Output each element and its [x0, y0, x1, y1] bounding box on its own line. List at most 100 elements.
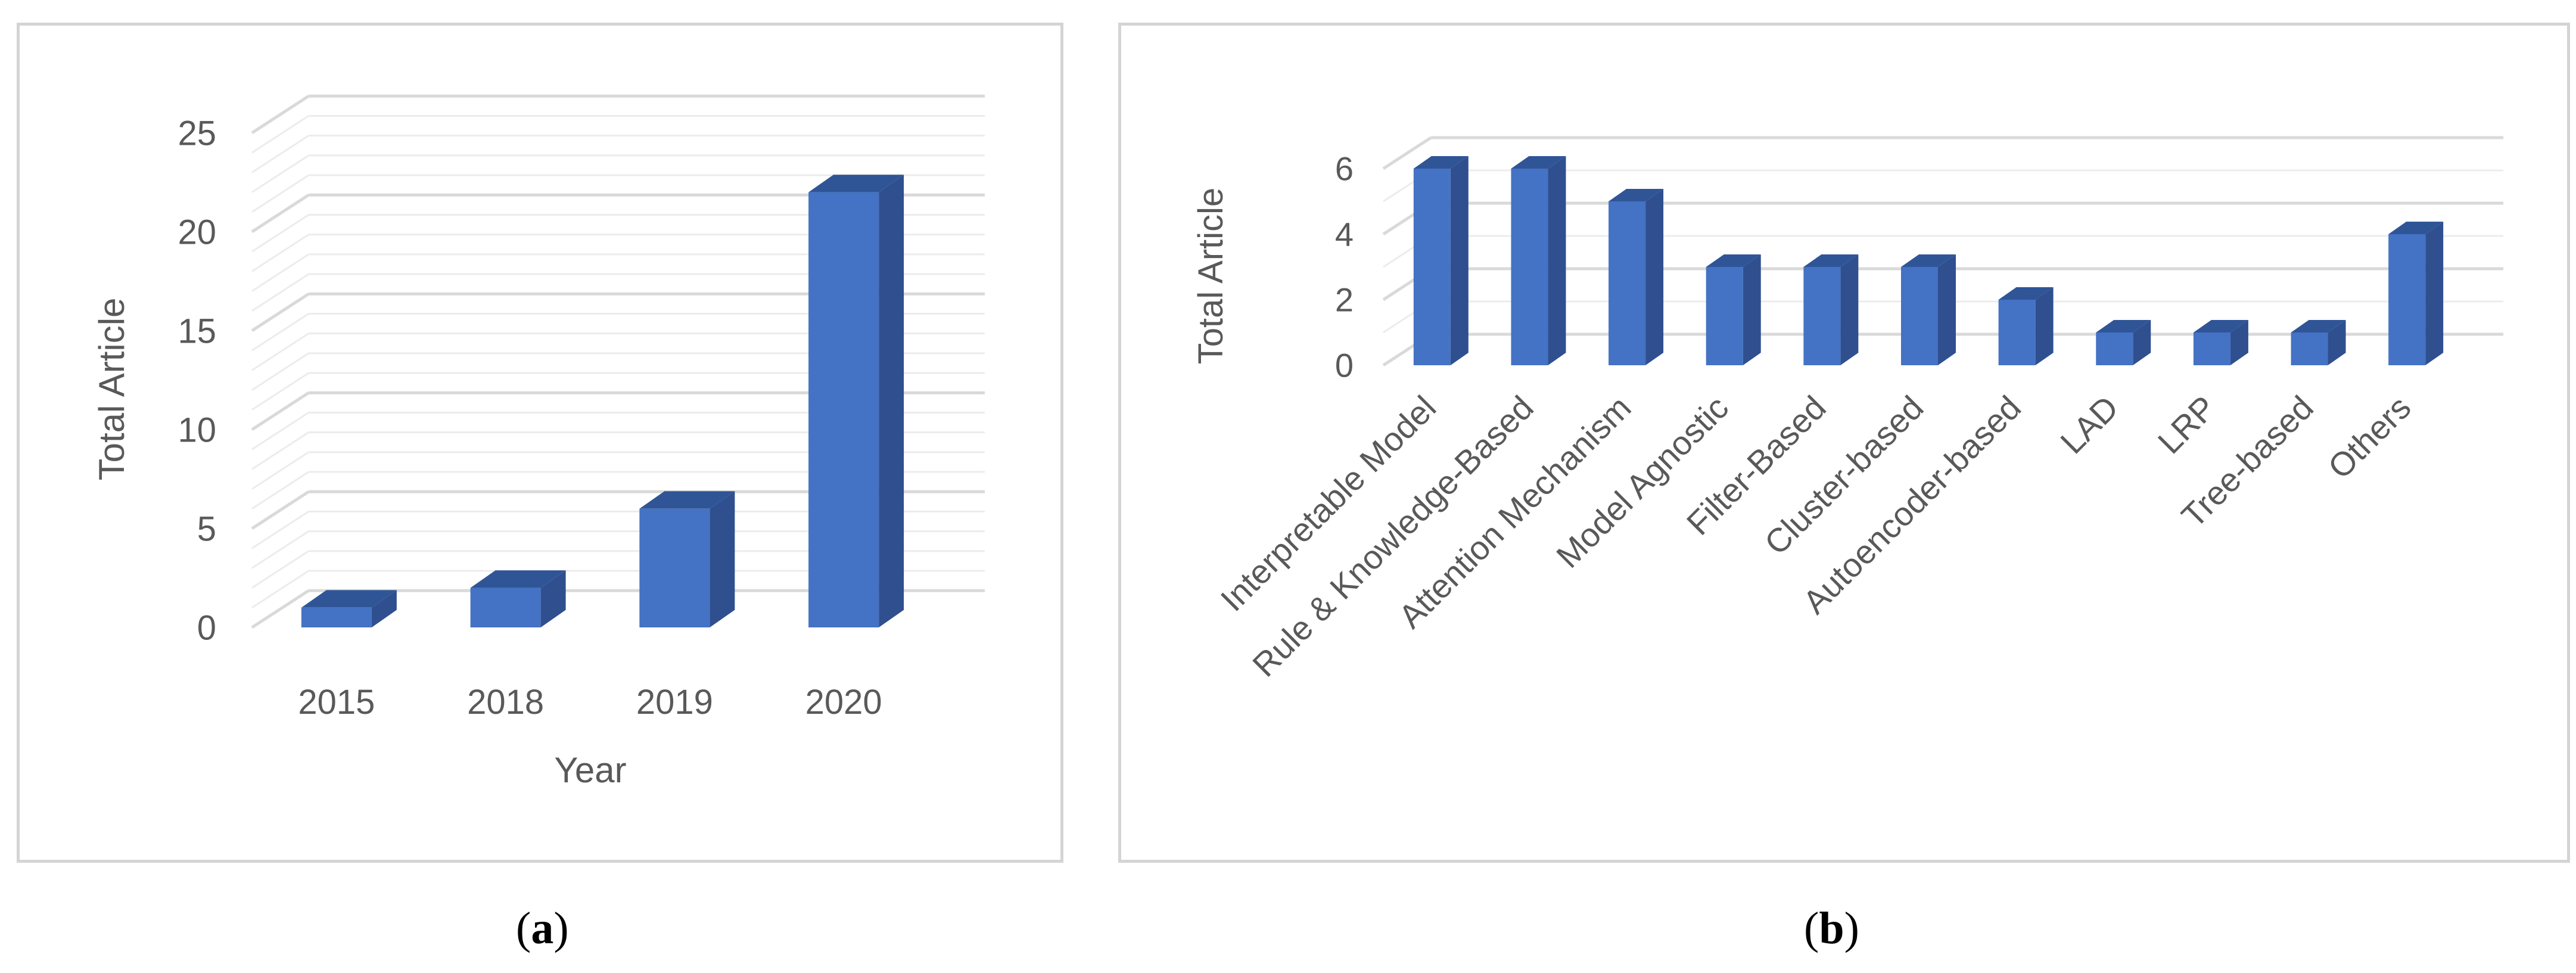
y-axis-title: Total Article: [1191, 188, 1230, 365]
bar-front: [1901, 267, 1938, 365]
chart-panel-a: 0 5 10 15 20 25 2015 2018 2019 2020 Total Article Y…: [17, 23, 1063, 863]
gridline-minor-side: [251, 115, 309, 154]
gridline-side: [251, 391, 310, 431]
bar-top: [2193, 320, 2248, 332]
bar-top: [2096, 320, 2151, 332]
x-category-label: Others: [2320, 388, 2418, 486]
bar-top: [1609, 189, 1664, 201]
y-tick-label: 10: [178, 411, 216, 449]
bar-top: [470, 570, 566, 588]
gridline-side: [251, 194, 310, 234]
bar-front: [1609, 201, 1646, 365]
y-tick-label: 15: [178, 312, 216, 350]
gridline-minor-side: [251, 332, 309, 371]
gridline-minor-side: [251, 511, 309, 549]
x-category-label: 2020: [805, 683, 882, 722]
gridline-minor-side: [251, 214, 309, 253]
bar-side: [1938, 254, 1956, 365]
bar-side: [371, 590, 397, 627]
chart-a: 0 5 10 15 20 25 2015 2018 2019 2020 Total Article Y…: [92, 94, 985, 790]
y-tick-label: 6: [1335, 150, 1354, 188]
x-category-label: LAD: [2053, 388, 2126, 461]
y-tick-label: 0: [1335, 347, 1354, 384]
bar-top: [808, 175, 904, 192]
bar: [1998, 287, 2054, 365]
y-tick-label: 20: [178, 213, 216, 251]
gridline-side: [251, 490, 310, 530]
gridline-minor-side: [251, 412, 309, 450]
y-axis-title: Total Article: [92, 298, 132, 481]
gridline-minor-side: [251, 570, 309, 609]
bar: [808, 175, 904, 628]
gridline-minor-side: [251, 174, 309, 213]
bar-side: [2133, 320, 2151, 365]
bar: [1803, 254, 1859, 365]
gridline-side: [251, 95, 310, 135]
bar-front: [1803, 267, 1841, 365]
bar-top: [1511, 156, 1566, 169]
y-tick-label: 0: [197, 608, 216, 647]
gridline-minor-side: [251, 154, 309, 193]
gridline-minor-side: [251, 451, 309, 490]
bar-top: [1803, 254, 1859, 267]
x-category-label: 2019: [636, 683, 713, 722]
caption-b: (b): [1804, 903, 1859, 953]
bar-top: [1706, 254, 1761, 267]
bar: [2388, 222, 2444, 365]
bar-side: [540, 570, 566, 627]
gridline-minor-side: [251, 253, 309, 292]
gridline-minor-side: [251, 431, 309, 470]
gridline-minor-side: [251, 530, 309, 569]
bar-side: [1645, 189, 1664, 365]
chart-panel-b: 0 2 4 6 Interpretable Model Rule & Knowledge-…: [1118, 23, 2570, 863]
gridline-side: [1382, 136, 1432, 170]
bar-front: [2096, 332, 2133, 365]
gridline-minor-side: [251, 135, 309, 173]
bar-front: [2193, 332, 2230, 365]
gridline-minor-side: [251, 471, 309, 510]
gridline-minor-side: [251, 550, 309, 589]
gridline-minor-side: [251, 313, 309, 352]
gridline-minor-side: [251, 234, 309, 272]
bar-top: [639, 491, 735, 509]
bar: [639, 491, 735, 627]
bar: [1511, 156, 1566, 365]
bar-top: [2388, 222, 2444, 234]
bar-top: [1998, 287, 2054, 300]
bar: [301, 590, 397, 627]
gridline-minor-side: [251, 273, 309, 312]
bar: [1413, 156, 1469, 365]
caption-a: (a): [516, 903, 569, 953]
y-tick-label: 4: [1335, 216, 1354, 253]
bar-front: [301, 607, 372, 627]
y-tick-label: 25: [178, 114, 216, 153]
bar-side: [2328, 320, 2346, 365]
bar-front: [1998, 300, 2036, 365]
x-category-label: 2015: [298, 683, 375, 722]
bar: [2193, 320, 2248, 365]
gridline-side: [251, 293, 310, 332]
gridline-minor-side: [251, 352, 309, 391]
bar-front: [1511, 169, 1548, 365]
bar-top: [1901, 254, 1956, 267]
bar-top: [301, 590, 397, 608]
bar: [1901, 254, 1956, 365]
gridline-side: [251, 589, 310, 629]
bar: [1706, 254, 1761, 365]
bar-front: [1706, 267, 1743, 365]
bar-front: [2388, 234, 2426, 365]
y-tick-label: 5: [197, 509, 216, 548]
bar: [1609, 189, 1664, 365]
bar: [470, 570, 566, 627]
bar-front: [2291, 332, 2328, 365]
bar-side: [1840, 254, 1859, 365]
bar-side: [879, 175, 904, 627]
bar-front: [808, 192, 879, 628]
bar-side: [710, 491, 735, 627]
x-category-label: LRP: [2151, 388, 2223, 461]
x-category-label: Model Agnostic: [1549, 388, 1735, 575]
bar-side: [1450, 156, 1469, 365]
bar-top: [2291, 320, 2346, 332]
x-category-label: 2018: [467, 683, 544, 722]
